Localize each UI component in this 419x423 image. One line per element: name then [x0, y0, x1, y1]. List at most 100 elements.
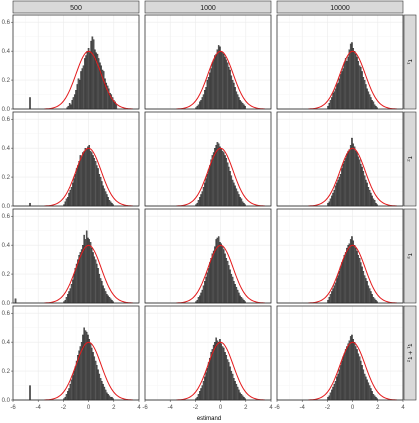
histogram-bar	[338, 176, 341, 207]
histogram-bar	[230, 370, 233, 401]
histogram-bar	[80, 71, 82, 110]
histogram-bar	[69, 383, 72, 401]
histogram-bar	[84, 148, 87, 207]
histogram-bar	[76, 84, 79, 110]
histogram-bar	[363, 275, 366, 304]
histogram-bar	[204, 281, 206, 304]
y-tick-label: 0.6	[2, 117, 11, 123]
histogram-bar	[346, 247, 348, 304]
histogram-bar	[347, 150, 349, 207]
histogram-bar	[235, 286, 238, 304]
histogram-bar	[221, 346, 224, 401]
row-strip-label: τ₃	[406, 253, 413, 259]
histogram-bar	[217, 45, 220, 110]
histogram-bar	[215, 53, 217, 110]
histogram-bar	[341, 168, 343, 207]
histogram-bar	[210, 258, 212, 304]
histogram-bar	[207, 362, 210, 401]
histogram-bar	[368, 94, 371, 110]
histogram-bar	[69, 189, 72, 207]
histogram-bar	[99, 278, 102, 304]
histogram-bar	[207, 77, 210, 110]
density-curve	[308, 147, 397, 207]
histogram-bar	[238, 194, 240, 207]
histogram-bar	[238, 97, 240, 110]
histogram-bar	[235, 91, 238, 110]
histogram-bar	[225, 355, 228, 401]
histogram-bar	[334, 381, 337, 401]
histogram-bar	[243, 396, 245, 401]
facet-panel	[276, 14, 404, 110]
histogram-bar	[233, 281, 235, 304]
column-strip	[144, 0, 272, 14]
histogram-bar	[206, 272, 209, 304]
histogram-bar	[334, 88, 337, 110]
histogram-bar	[339, 74, 342, 110]
histogram-bar	[221, 150, 224, 207]
histogram-bar	[352, 240, 355, 304]
histogram-bar	[375, 105, 377, 110]
histogram-bar	[241, 395, 244, 401]
x-tick-label: -4	[300, 405, 306, 411]
histogram-bar	[351, 334, 353, 401]
histogram-bar	[214, 342, 216, 401]
histogram-bar	[229, 171, 231, 207]
histogram-bar	[214, 55, 216, 110]
histogram-bar	[217, 342, 220, 401]
x-tick-label: 2	[112, 405, 116, 411]
histogram-bar	[354, 346, 357, 401]
histogram-bar	[204, 90, 206, 110]
x-tick-label: 2	[376, 405, 380, 411]
facet-panel	[12, 305, 140, 401]
histogram-bar	[353, 51, 356, 110]
histogram-bar	[94, 161, 97, 207]
histogram-bar	[229, 269, 231, 304]
histogram-bar	[91, 36, 94, 110]
histogram-bar	[231, 79, 234, 110]
histogram-bar	[333, 91, 336, 110]
histogram-bar	[228, 66, 230, 110]
histogram-bar	[197, 297, 200, 304]
row-strip-label: τ₁ + τ₂	[406, 344, 413, 363]
histogram-bar	[199, 197, 201, 207]
histogram-bar	[338, 369, 341, 401]
histogram-bar	[356, 152, 358, 207]
histogram-bar	[210, 352, 212, 401]
histogram-bar	[333, 189, 336, 207]
histogram-bar	[200, 100, 202, 110]
histogram-bar	[343, 353, 346, 401]
histogram-bar	[103, 288, 106, 304]
histogram-bar	[80, 249, 83, 304]
x-tick-label: 4	[401, 405, 405, 411]
x-tick-label: -4	[168, 405, 174, 411]
histogram-bar	[67, 294, 69, 304]
histogram-bar	[200, 194, 202, 207]
histogram-bar	[339, 365, 342, 401]
histogram-bar	[361, 266, 363, 304]
histogram-bar	[72, 375, 74, 401]
histogram-bar	[102, 71, 105, 110]
histogram-bar	[196, 105, 199, 110]
histogram-bar	[212, 344, 215, 401]
histogram-bar	[78, 255, 80, 304]
x-tick-label: -6	[142, 405, 148, 411]
histogram-bar	[68, 192, 70, 207]
histogram-bar	[333, 285, 336, 304]
histogram-bar	[342, 68, 344, 110]
histogram-bar	[72, 182, 74, 207]
histogram-bar	[103, 188, 106, 207]
histogram-bar	[332, 92, 334, 110]
y-tick-label: 0.2	[2, 78, 11, 84]
histogram-bar	[77, 165, 79, 207]
histogram-bar	[329, 392, 332, 401]
histogram-bar	[331, 195, 333, 207]
histogram-bar	[239, 100, 241, 110]
histogram-bar	[98, 174, 101, 207]
histogram-bar	[204, 182, 206, 207]
histogram-bar	[329, 294, 332, 304]
histogram-bar	[240, 101, 243, 110]
panel-border	[144, 111, 272, 207]
histogram-bar	[220, 343, 223, 401]
histogram-bar	[372, 297, 375, 304]
histogram-bar	[115, 104, 118, 110]
